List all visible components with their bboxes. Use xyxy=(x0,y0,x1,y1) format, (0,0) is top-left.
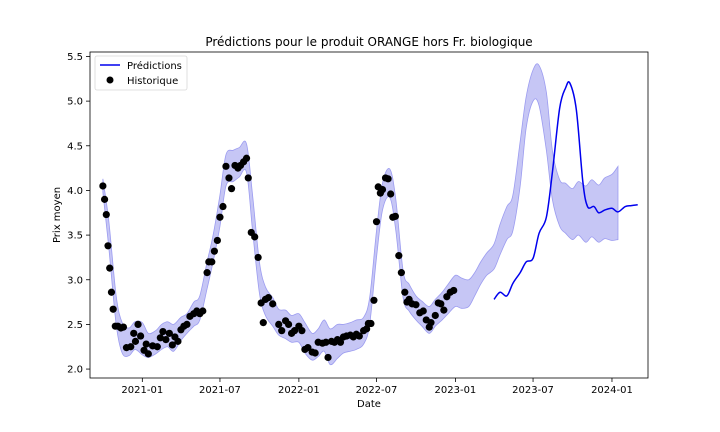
history-point xyxy=(165,329,173,337)
history-point xyxy=(153,343,161,351)
legend-history-marker xyxy=(106,76,114,84)
y-axis-label: Prix moyen xyxy=(52,187,63,243)
history-point xyxy=(225,174,233,182)
y-tick-label: 2.0 xyxy=(67,365,83,376)
history-point xyxy=(391,212,399,220)
x-tick-label: 2022-01 xyxy=(278,385,320,396)
history-point xyxy=(159,327,167,336)
history-point xyxy=(134,320,142,329)
history-point xyxy=(384,175,392,183)
history-point xyxy=(242,154,251,162)
history-point xyxy=(290,327,299,335)
history-point xyxy=(210,247,218,255)
history-point xyxy=(284,320,293,329)
plot-frame xyxy=(89,51,649,379)
history-point xyxy=(355,332,363,340)
history-point xyxy=(203,269,211,277)
legend-prediction-label: Prédictions xyxy=(127,60,182,72)
history-point xyxy=(311,349,319,357)
history-point xyxy=(99,182,107,190)
history-point xyxy=(254,253,262,262)
history-point xyxy=(437,300,445,308)
history-point xyxy=(227,185,236,193)
history-point xyxy=(259,319,267,327)
history-point xyxy=(372,218,381,226)
history-point xyxy=(450,286,458,295)
history-point xyxy=(119,323,128,331)
x-tick-label: 2023-07 xyxy=(512,385,554,396)
history-point xyxy=(131,337,140,345)
history-point xyxy=(324,353,332,362)
history-point xyxy=(107,288,116,296)
history-point xyxy=(387,190,395,198)
history-point xyxy=(440,306,448,314)
history-point xyxy=(378,185,387,194)
history-point xyxy=(431,311,439,320)
history-point xyxy=(401,288,409,296)
history-point xyxy=(219,202,227,211)
history-point xyxy=(304,344,312,352)
history-point xyxy=(106,264,114,272)
legend-history-label: Historique xyxy=(127,76,178,87)
history-point xyxy=(168,341,176,349)
history-point xyxy=(156,334,164,342)
history-point xyxy=(264,294,273,302)
history-point xyxy=(213,236,221,245)
prediction-line xyxy=(493,81,638,300)
history-point xyxy=(298,327,306,335)
history-point xyxy=(278,327,286,335)
history-point xyxy=(275,320,283,329)
history-point xyxy=(142,340,150,348)
y-tick-label: 4.0 xyxy=(67,186,83,197)
history-point xyxy=(137,332,145,340)
history-point xyxy=(127,343,135,351)
y-tick-label: 3.0 xyxy=(67,275,83,286)
history-point xyxy=(199,307,207,315)
y-tick-label: 3.5 xyxy=(67,231,83,242)
y-tick-label: 5.0 xyxy=(67,97,83,108)
history-point xyxy=(336,338,345,346)
x-tick-label: 2021-07 xyxy=(199,385,241,396)
x-tick-label: 2022-07 xyxy=(356,385,398,396)
history-point xyxy=(109,305,117,313)
history-point xyxy=(244,174,252,182)
y-tick-label: 5.5 xyxy=(67,52,83,63)
history-point xyxy=(367,319,375,328)
history-point xyxy=(412,301,420,309)
x-tick-label: 2021-01 xyxy=(121,385,163,396)
history-point xyxy=(427,319,435,327)
history-point xyxy=(102,210,110,219)
history-point xyxy=(183,320,191,329)
history-point xyxy=(104,242,112,250)
history-point xyxy=(370,296,378,304)
y-tick-label: 2.5 xyxy=(67,320,83,331)
history-point xyxy=(130,329,138,337)
history-point xyxy=(216,213,224,221)
history-point xyxy=(162,335,170,344)
history-point xyxy=(100,195,109,203)
y-tick-label: 4.5 xyxy=(67,141,83,152)
history-point xyxy=(397,269,405,277)
history-point xyxy=(251,233,259,241)
history-point xyxy=(419,307,427,315)
plot-area: 2021-01 2021-07 2022-01 2022-07 2023-01 2023-… xyxy=(67,51,649,396)
confidence-band xyxy=(102,63,619,366)
history-point xyxy=(208,258,216,266)
history-point xyxy=(174,337,182,345)
x-tick-label: 2024-01 xyxy=(591,385,633,396)
history-point xyxy=(144,350,152,358)
history-point xyxy=(395,252,403,260)
x-tick-label: 2023-01 xyxy=(435,385,477,396)
chart-title: Prédictions pour le produit ORANGE hors … xyxy=(205,35,532,49)
x-axis-label: Date xyxy=(357,399,381,410)
history-point xyxy=(322,338,330,346)
legend: Prédictions Historique xyxy=(94,55,188,91)
history-point xyxy=(269,300,277,308)
history-point xyxy=(222,162,230,170)
